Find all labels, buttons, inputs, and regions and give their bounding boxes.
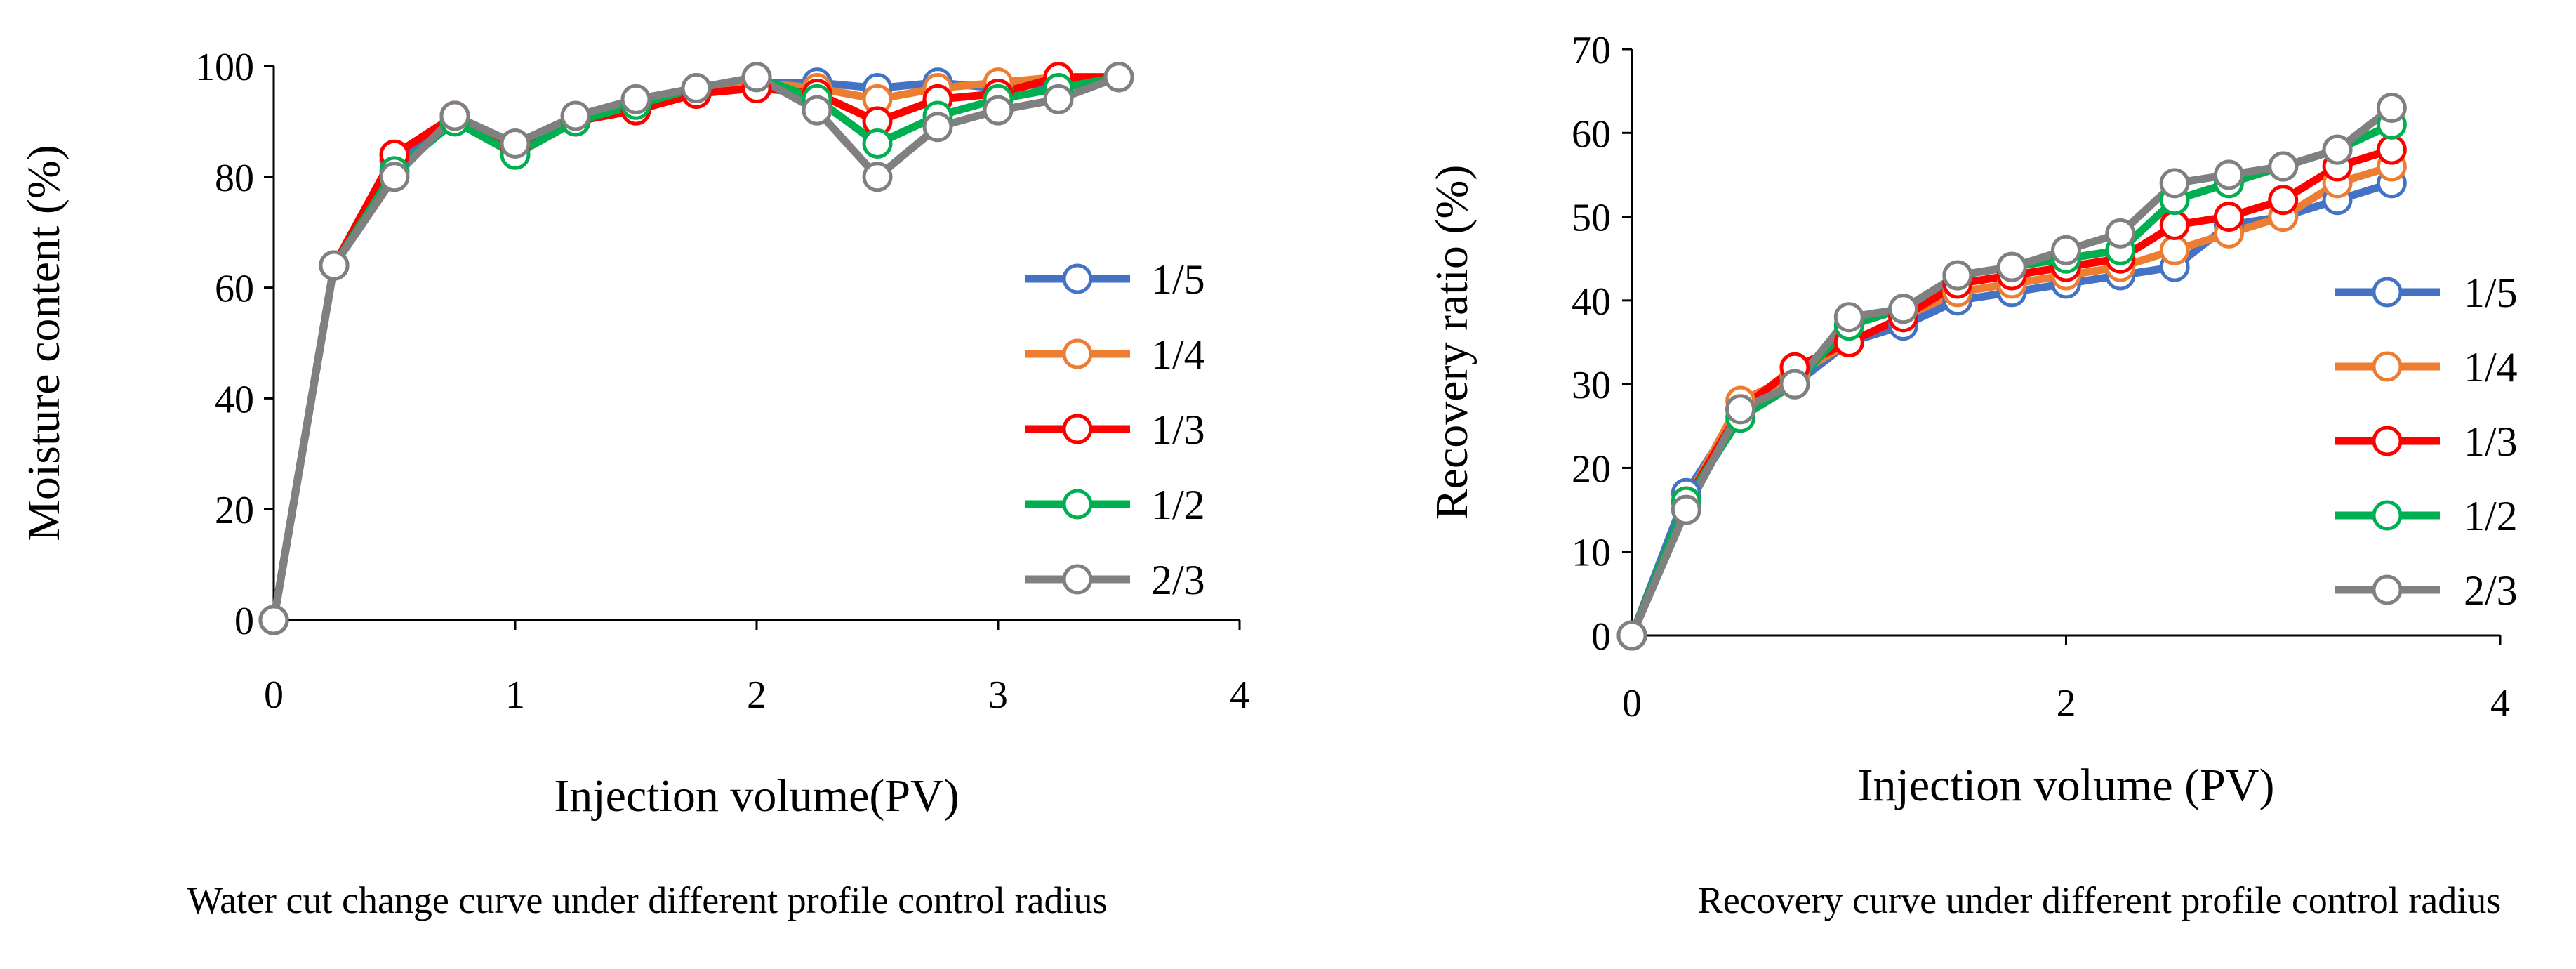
- legend-swatch-marker: [2372, 574, 2403, 605]
- legend-swatch-marker: [2372, 500, 2403, 531]
- legend-swatch-marker: [1062, 338, 1093, 369]
- data-point: [741, 62, 772, 93]
- data-point: [2051, 235, 2081, 265]
- data-point: [560, 100, 591, 131]
- x-tick-label: 4: [2490, 682, 2510, 725]
- data-point: [1779, 369, 1810, 400]
- legend-label: 2/3: [1151, 557, 1205, 603]
- y-tick-label: 60: [1572, 112, 1611, 156]
- legend-label: 1/2: [2464, 493, 2518, 539]
- legend-item: 1/3: [2335, 418, 2518, 465]
- legend-item: 1/4: [2335, 344, 2518, 390]
- data-point: [862, 128, 893, 159]
- x-axis-title: Injection volume(PV): [554, 770, 959, 822]
- legend-swatch-marker: [1062, 263, 1093, 294]
- data-point: [2105, 218, 2136, 249]
- data-point: [1942, 260, 1973, 291]
- data-point: [379, 162, 410, 192]
- x-axis-title: Injection volume (PV): [1858, 760, 2275, 811]
- data-point: [983, 95, 1014, 126]
- legend-swatch-marker: [1062, 414, 1093, 444]
- legend-label: 2/3: [2464, 567, 2518, 614]
- x-tick-label: 0: [1622, 682, 1642, 725]
- data-point: [258, 605, 289, 635]
- legend-label: 1/4: [1151, 331, 1205, 378]
- y-tick-label: 70: [1572, 29, 1611, 72]
- legend-item: 1/2: [1025, 482, 1205, 528]
- legend-item: 1/5: [1025, 256, 1205, 303]
- data-point: [1833, 302, 1864, 333]
- legend-label: 1/3: [1151, 407, 1205, 453]
- data-point: [439, 100, 470, 131]
- y-tick-label: 0: [234, 600, 254, 643]
- legend-label: 1/2: [1151, 482, 1205, 528]
- legend-swatch-marker: [1062, 489, 1093, 520]
- legend-label: 1/4: [2464, 344, 2518, 390]
- data-point: [802, 95, 832, 126]
- legend-item: 1/4: [1025, 331, 1205, 378]
- chart-caption: Recovery curve under different profile c…: [1698, 879, 2502, 921]
- y-tick-label: 20: [215, 489, 254, 532]
- data-point: [1888, 294, 1919, 324]
- legend-item: 1/3: [1025, 407, 1205, 453]
- y-axis-title: Moisture content (%): [18, 145, 69, 541]
- legend-item: 1/2: [2335, 493, 2518, 539]
- data-point: [2159, 210, 2190, 240]
- data-point: [2322, 134, 2353, 165]
- y-tick-label: 10: [1572, 532, 1611, 575]
- data-point: [2268, 185, 2299, 216]
- x-tick-label: 1: [505, 673, 525, 717]
- x-tick-label: 2: [747, 673, 766, 717]
- y-tick-label: 60: [215, 268, 254, 311]
- x-tick-label: 0: [264, 673, 284, 717]
- y-tick-label: 40: [215, 378, 254, 421]
- y-tick-label: 100: [195, 46, 254, 89]
- x-tick-label: 4: [1230, 673, 1249, 717]
- chart-caption: Water cut change curve under different p…: [187, 879, 1107, 921]
- legend-label: 1/3: [2464, 418, 2518, 465]
- data-point: [1043, 84, 1074, 114]
- x-tick-label: 3: [988, 673, 1008, 717]
- legend-label: 1/5: [1151, 256, 1205, 303]
- y-tick-label: 80: [215, 157, 254, 200]
- data-point: [1725, 394, 1756, 425]
- legend-label: 1/5: [2464, 270, 2518, 316]
- water-cut-chart: 0 20 40 60 80 100 0 1 2 3 4 Moisture content (%) Inj…: [18, 46, 1249, 921]
- data-point: [319, 250, 350, 281]
- data-point: [2376, 134, 2407, 165]
- data-point: [681, 73, 712, 104]
- x-tick-label: 2: [2057, 682, 2076, 725]
- legend-item: 2/3: [1025, 557, 1205, 603]
- legend-swatch-marker: [1062, 564, 1093, 595]
- y-axis-title: Recovery ratio (%): [1426, 165, 1478, 520]
- data-point: [2159, 168, 2190, 199]
- data-point: [2159, 235, 2190, 265]
- y-tick-label: 30: [1572, 364, 1611, 407]
- data-point: [1996, 251, 2027, 282]
- legend-swatch-marker: [2372, 351, 2403, 382]
- recovery-chart: 0 10 20 30 40 50 60 70 0 2 4 Recovery ratio (%) Inje…: [1426, 29, 2518, 921]
- y-tick-label: 0: [1591, 615, 1611, 659]
- data-point: [500, 128, 531, 159]
- data-point: [1103, 62, 1134, 93]
- data-point: [2213, 202, 2244, 232]
- legend-item: 1/5: [2335, 270, 2518, 316]
- y-tick-label: 20: [1572, 447, 1611, 491]
- y-tick-label: 50: [1572, 197, 1611, 240]
- data-point: [620, 84, 651, 114]
- data-point: [1616, 620, 1647, 651]
- legend-swatch-marker: [2372, 426, 2403, 456]
- data-point: [1671, 494, 1701, 525]
- legend-item: 2/3: [2335, 567, 2518, 614]
- data-point: [922, 112, 953, 143]
- data-point: [2268, 151, 2299, 182]
- data-point: [2213, 159, 2244, 190]
- legend-swatch-marker: [2372, 277, 2403, 308]
- y-tick-label: 40: [1572, 280, 1611, 324]
- data-point: [2376, 93, 2407, 123]
- data-point: [862, 162, 893, 192]
